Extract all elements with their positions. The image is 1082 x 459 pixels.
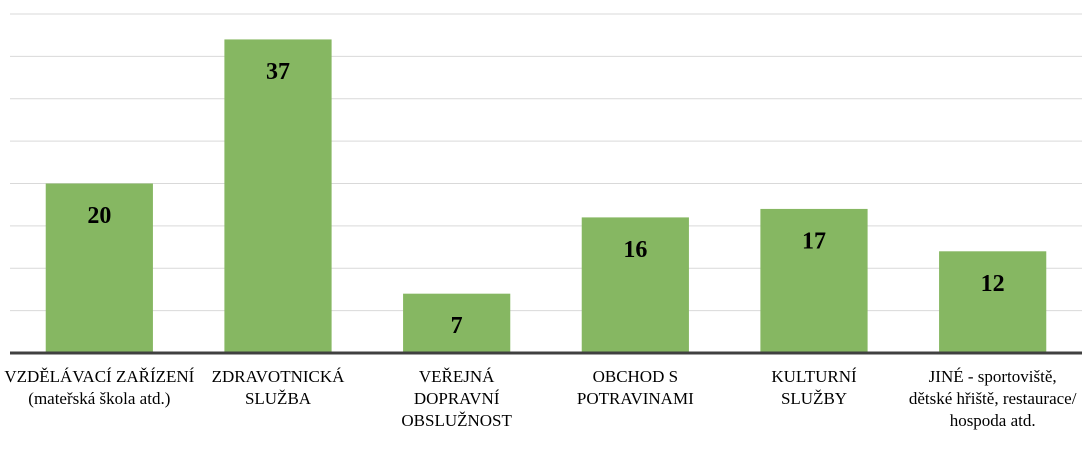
bar	[760, 208, 868, 353]
x-tick-label: OBCHOD S POTRAVINAMI	[576, 367, 694, 408]
bar	[224, 39, 332, 354]
data-label: 20	[87, 203, 111, 229]
bar	[403, 293, 511, 353]
data-label: 16	[623, 237, 647, 263]
data-label: 12	[981, 271, 1005, 297]
data-label: 37	[266, 59, 290, 85]
x-tick-label: ZDRAVOTNICKÁ SLUŽBA	[211, 367, 345, 408]
bar	[939, 251, 1047, 353]
data-label: 7	[451, 313, 463, 339]
x-tick-label: VEŘEJNÁ DOPRAVNÍ OBSLUŽNOST	[401, 367, 512, 430]
data-label: 17	[802, 228, 826, 254]
bar	[45, 183, 153, 353]
x-tick-label: VZDĚLÁVACÍ ZAŘÍZENÍ (mateřská škola atd.…	[4, 367, 195, 408]
x-tick-label: KULTURNÍ SLUŽBY	[771, 367, 857, 408]
bar	[581, 217, 689, 353]
x-tick-label: JINÉ - sportoviště, dětské hřiště, resta…	[908, 367, 1077, 430]
